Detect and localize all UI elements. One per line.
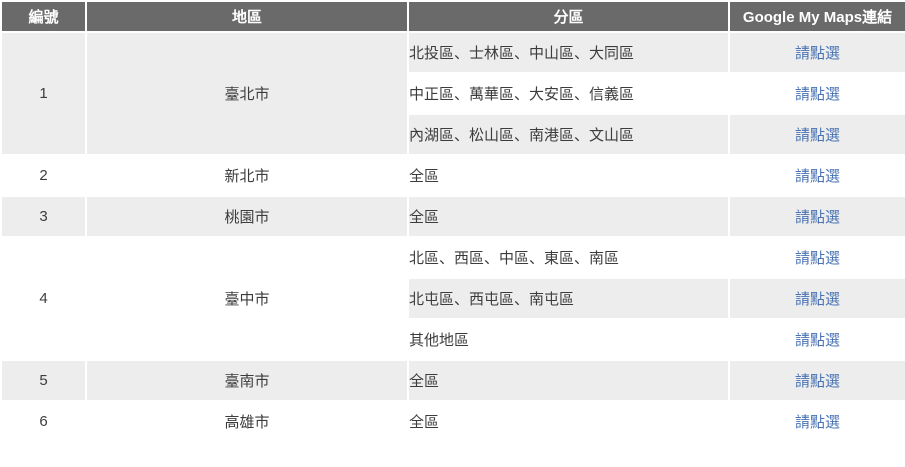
table-row: 3 桃園市 全區 請點選 <box>0 195 905 238</box>
region-name-cell: 臺北市 <box>85 31 409 156</box>
table-row: 內湖區、松山區、南港區、文山區 請點選 <box>1 113 905 156</box>
table-body: 1 臺北市 北投區、士林區、中山區、大同區 請點選 中正區、萬華區、大安區、信義區 請點選… <box>0 31 905 443</box>
maps-link[interactable]: 請點選 <box>794 373 840 390</box>
maps-link[interactable]: 請點選 <box>794 45 840 62</box>
table-row: 北屯區、西屯區、南屯區 請點選 <box>1 277 905 320</box>
maps-link-cell: 請點選 <box>728 113 905 156</box>
maps-link-cell: 請點選 <box>728 277 905 320</box>
maps-link[interactable]: 請點選 <box>794 250 840 267</box>
header-subdistrict: 分區 <box>407 0 730 33</box>
maps-link-cell: 請點選 <box>728 400 905 443</box>
maps-link-cell: 請點選 <box>728 236 905 279</box>
subdistrict-cell: 其他地區 <box>407 318 730 361</box>
header-row: 編號 地區 分區 Google My Maps連結 <box>0 0 905 33</box>
region-name-cell: 臺南市 <box>85 359 409 402</box>
table-row: 6 高雄市 全區 請點選 <box>0 400 905 443</box>
table-row: 4 臺中市 北區、西區、中區、東區、南區 請點選 <box>0 236 905 361</box>
subdistrict-cell: 內湖區、松山區、南港區、文山區 <box>407 113 730 156</box>
subdistrict-cell: 全區 <box>407 359 730 402</box>
maps-links-table: 編號 地區 分區 Google My Maps連結 1 臺北市 北投區、士林區、中山… <box>0 0 905 443</box>
region-name-cell: 臺中市 <box>85 236 409 361</box>
region-number-cell: 1 <box>0 31 87 156</box>
subdistrict-cell: 全區 <box>407 400 730 443</box>
maps-link[interactable]: 請點選 <box>794 291 840 308</box>
subdistrict-cell: 北投區、士林區、中山區、大同區 <box>407 31 730 74</box>
maps-link[interactable]: 請點選 <box>794 414 840 431</box>
header-region: 地區 <box>85 0 409 33</box>
subdistrict-cell: 北區、西區、中區、東區、南區 <box>407 236 730 279</box>
maps-link[interactable]: 請點選 <box>794 168 840 185</box>
table-header: 編號 地區 分區 Google My Maps連結 <box>0 0 905 33</box>
region-number-cell: 3 <box>0 195 87 238</box>
region-name-cell: 桃園市 <box>85 195 409 238</box>
region-number-cell: 4 <box>0 236 87 361</box>
header-number: 編號 <box>0 0 87 33</box>
maps-link-cell: 請點選 <box>728 318 905 361</box>
maps-link-cell: 請點選 <box>728 31 905 74</box>
region-name-cell: 新北市 <box>85 154 409 197</box>
region-name-cell: 高雄市 <box>85 400 409 443</box>
subdistrict-cell: 中正區、萬華區、大安區、信義區 <box>407 72 730 115</box>
maps-link[interactable]: 請點選 <box>794 209 840 226</box>
table-row: 其他地區 請點選 <box>1 318 905 361</box>
subdistrict-cell: 全區 <box>407 154 730 197</box>
maps-link[interactable]: 請點選 <box>794 127 840 144</box>
table-row: 2 新北市 全區 請點選 <box>0 154 905 197</box>
table-row: 5 臺南市 全區 請點選 <box>0 359 905 402</box>
table-row: 1 臺北市 北投區、士林區、中山區、大同區 請點選 <box>0 31 905 156</box>
region-number-cell: 6 <box>0 400 87 443</box>
subdistrict-cell: 全區 <box>407 195 730 238</box>
maps-link-cell: 請點選 <box>728 195 905 238</box>
maps-link-cell: 請點選 <box>728 359 905 402</box>
header-maps-link: Google My Maps連結 <box>728 0 905 33</box>
region-number-cell: 2 <box>0 154 87 197</box>
region-number-cell: 5 <box>0 359 87 402</box>
maps-link-cell: 請點選 <box>728 154 905 197</box>
subdistrict-cell: 北屯區、西屯區、南屯區 <box>407 277 730 320</box>
maps-link[interactable]: 請點選 <box>794 332 840 349</box>
maps-link-cell: 請點選 <box>728 72 905 115</box>
maps-link[interactable]: 請點選 <box>794 86 840 103</box>
